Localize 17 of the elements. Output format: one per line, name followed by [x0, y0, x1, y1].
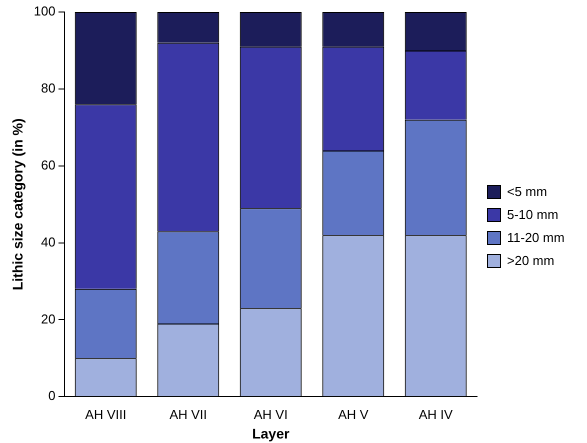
- y-tick-label: 60: [41, 157, 56, 172]
- y-axis-title: Lithic size category (in %): [9, 118, 26, 290]
- y-tick-label: 0: [48, 388, 56, 404]
- x-axis-title: Layer: [252, 425, 290, 442]
- y-tick-label: 100: [34, 4, 56, 19]
- x-tick-label: AH IV: [418, 406, 454, 422]
- x-tick-label: AH V: [338, 406, 369, 422]
- x-tick-label: AH VII: [169, 406, 208, 422]
- legend-label: <5 mm: [507, 184, 548, 199]
- y-tick-label: 40: [41, 234, 56, 250]
- text: 5-10 mm: [507, 207, 558, 222]
- y-tick-label: 80: [41, 80, 56, 96]
- legend-label: >20 mm: [507, 253, 554, 268]
- y-tick-label: 20: [41, 311, 56, 326]
- legend-label: 11-20 mm: [507, 230, 565, 245]
- x-tick-label: AH VI: [254, 406, 288, 422]
- x-tick-label: AH VIII: [85, 406, 126, 422]
